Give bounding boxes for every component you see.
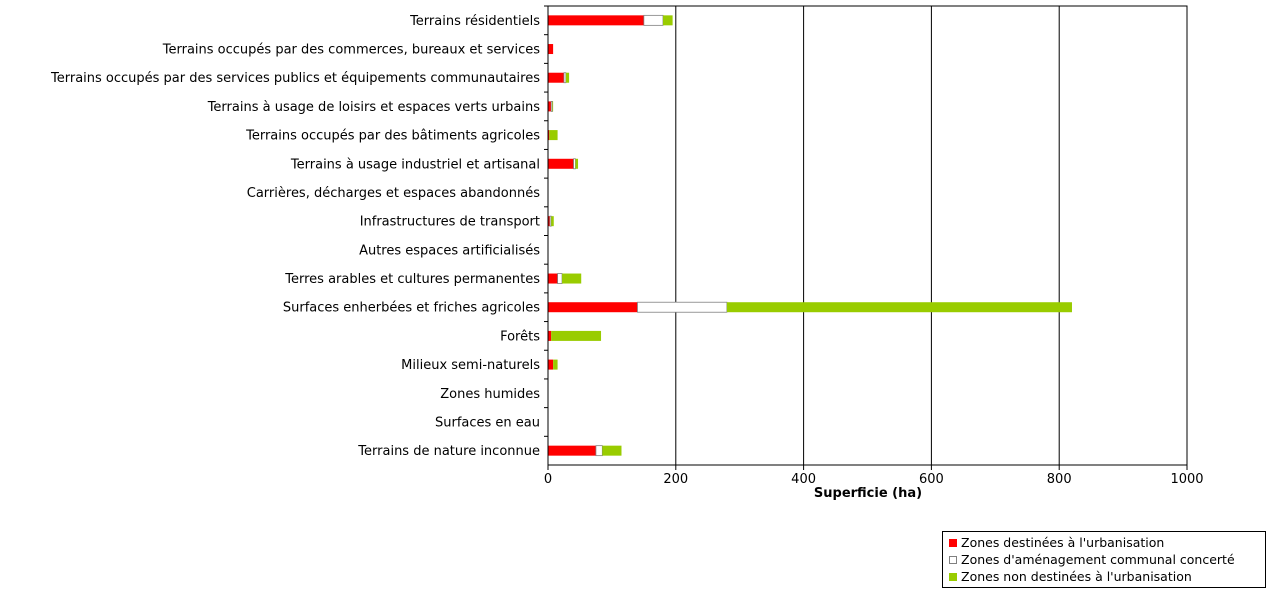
bar-chart: Terrains résidentiels Terrains occupés pa…	[50, 5, 1204, 501]
x-tick-label: 600	[919, 472, 944, 487]
bar-segment	[548, 216, 550, 227]
bar-segment	[595, 445, 603, 457]
bar-segment	[548, 72, 564, 83]
category-label: Autres espaces artificialisés	[359, 243, 540, 258]
bars	[548, 14, 1072, 457]
category-label: Carrières, décharges et espaces abandonn…	[247, 186, 540, 201]
category-label: Terrains à usage de loisirs et espaces v…	[207, 100, 541, 115]
bar-segment	[548, 15, 644, 26]
gridlines	[547, 5, 1188, 466]
axes	[544, 5, 1188, 470]
bar-segment	[548, 330, 552, 341]
legend: Zones destinées à l'urbanisation Zones d'…	[942, 531, 1266, 588]
legend-label: Zones d'aménagement communal concerté	[961, 552, 1235, 567]
bar-segment	[548, 101, 552, 112]
bar-segment	[548, 359, 554, 370]
legend-entry: Zones non destinées à l'urbanisation	[949, 568, 1265, 585]
bar-segment	[548, 273, 558, 284]
category-label: Surfaces en eau	[435, 415, 540, 430]
category-label: Terrains résidentiels	[409, 14, 540, 29]
bar-segment	[553, 359, 558, 370]
bar-segment	[575, 158, 579, 169]
category-label: Terrains occupés par des commerces, bure…	[162, 43, 540, 58]
category-label: Terrains occupés par des bâtiments agric…	[245, 129, 540, 144]
category-label: Infrastructures de transport	[360, 215, 540, 230]
bar-segment	[548, 44, 554, 55]
legend-label: Zones non destinées à l'urbanisation	[961, 569, 1192, 584]
category-label: Terrains occupés par des services public…	[50, 71, 540, 86]
category-label: Zones humides	[440, 387, 540, 402]
bar-segment	[548, 158, 574, 169]
bar-segment	[549, 130, 558, 141]
bar-segment	[726, 302, 1072, 313]
bar-segment	[551, 216, 554, 227]
bar-segment	[663, 15, 673, 26]
bar-segment	[549, 215, 552, 227]
category-label: Terrains à usage industriel et artisanal	[290, 157, 540, 172]
x-axis-title: Superficie (ha)	[814, 486, 922, 501]
category-label: Surfaces enherbées et friches agricoles	[283, 301, 540, 316]
category-label: Terres arables et cultures permanentes	[284, 272, 540, 287]
bar-segment	[552, 101, 554, 112]
x-tick-label: 800	[1047, 472, 1072, 487]
bar-segment	[643, 14, 664, 26]
bar-segment	[602, 445, 622, 456]
bar-segment	[548, 302, 638, 313]
category-label: Milieux semi-naturels	[401, 358, 540, 373]
category-label: Forêts	[500, 329, 540, 344]
bar-segment	[548, 130, 550, 141]
legend-entry: Zones destinées à l'urbanisation	[949, 534, 1265, 551]
bar-segment	[565, 72, 570, 83]
legend-label: Zones destinées à l'urbanisation	[961, 535, 1165, 550]
category-label: Terrains de nature inconnue	[357, 444, 540, 459]
x-tick-label: 200	[663, 472, 688, 487]
bar-segment	[557, 273, 563, 284]
plot-area-frame	[547, 5, 1188, 466]
category-labels: Terrains résidentiels Terrains occupés pa…	[50, 14, 540, 459]
bar-segment	[563, 72, 567, 84]
x-tick-labels: 0 200 400 600 800 1000	[544, 472, 1204, 487]
bar-segment	[562, 273, 582, 284]
bar-segment	[573, 158, 576, 170]
x-tick-label: 0	[544, 472, 552, 487]
legend-entry: Zones d'aménagement communal concerté	[949, 551, 1265, 568]
x-tick-label: 400	[791, 472, 816, 487]
bar-segment	[551, 330, 602, 341]
legend-swatch	[949, 538, 957, 547]
bar-segment	[550, 101, 553, 112]
legend-swatch	[949, 555, 957, 564]
bar-segment	[637, 301, 728, 313]
x-tick-label: 1000	[1170, 472, 1203, 487]
bar-segment	[548, 445, 596, 456]
legend-swatch	[949, 572, 957, 581]
